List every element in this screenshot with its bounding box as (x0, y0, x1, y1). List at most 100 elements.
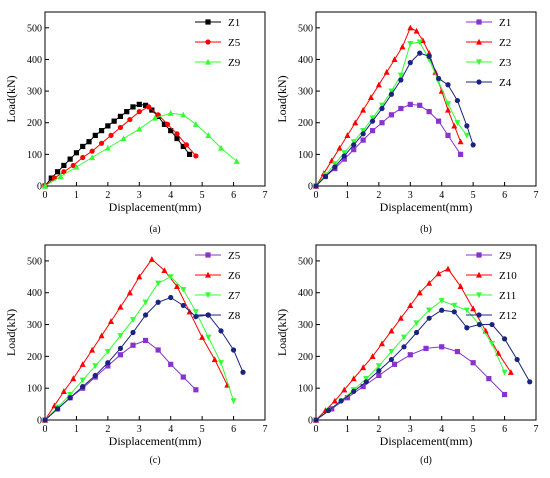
data-point (360, 383, 366, 390)
data-point (401, 334, 407, 341)
data-point (180, 143, 186, 150)
data-point (211, 356, 218, 363)
series-Z8 (42, 294, 246, 423)
x-tick-label: 7 (263, 190, 268, 201)
data-point (451, 122, 458, 129)
x-tick-label: 6 (502, 424, 507, 435)
data-point (435, 118, 442, 124)
series-line (44, 276, 235, 421)
data-point (218, 328, 224, 334)
legend-label: Z11 (499, 290, 516, 302)
x-tick-label: 2 (105, 190, 110, 201)
y-tick-label: 200 (27, 352, 42, 363)
data-point (391, 56, 398, 63)
legend-label: Z1 (499, 17, 511, 29)
data-point (164, 121, 171, 127)
data-point (423, 345, 429, 352)
series-line (315, 346, 505, 421)
data-point (117, 352, 124, 358)
x-tick-label: 6 (231, 424, 236, 435)
x-tick-label: 7 (263, 424, 268, 435)
data-point (79, 377, 86, 384)
data-point (398, 105, 404, 112)
y-tick-label: 300 (27, 320, 42, 331)
data-point (426, 279, 433, 286)
data-point (388, 348, 395, 355)
data-point (445, 265, 451, 272)
data-point (344, 395, 351, 401)
data-point (73, 150, 80, 156)
data-point (388, 112, 395, 118)
data-point (240, 369, 246, 375)
data-point (104, 144, 111, 151)
data-point (426, 315, 432, 321)
data-point (117, 345, 124, 352)
data-point (130, 342, 136, 348)
legend-marker (205, 19, 211, 25)
data-point (454, 348, 461, 355)
legend-marker (476, 292, 482, 299)
data-point (136, 125, 143, 132)
series-Z6 (42, 256, 231, 423)
data-point (325, 407, 332, 414)
data-point (376, 368, 382, 374)
x-tick-label: 5 (200, 190, 205, 201)
y-tick-label: 100 (27, 384, 42, 395)
legend-marker (205, 271, 211, 278)
data-point (136, 109, 142, 115)
series-line (44, 103, 190, 187)
chart-panel-2: 0 1 2 3 4 5 6 7 0 100 200 300 400 500 Displacement(mm)… (4, 244, 268, 466)
data-point (363, 376, 370, 382)
data-point (322, 173, 329, 180)
legend-marker (476, 19, 482, 25)
data-point (89, 148, 95, 154)
x-tick-label: 5 (200, 424, 205, 435)
plot-frame (315, 244, 537, 421)
data-point (48, 175, 54, 181)
series-Z1 (313, 101, 464, 189)
x-tick-label: 7 (534, 424, 539, 435)
legend: Z5 Z6 Z7 Z8 (195, 250, 241, 322)
legend-label: Z10 (499, 270, 517, 282)
data-point (168, 128, 174, 134)
legend-label: Z7 (228, 290, 241, 302)
plot-frame (315, 11, 537, 187)
x-axis-label: Displacement(mm) (380, 200, 473, 214)
series-line (315, 103, 462, 187)
legend: Z1 Z2 Z3 Z4 (466, 17, 512, 89)
data-point (351, 142, 357, 148)
data-point (331, 397, 338, 404)
y-tick-label: 0 (308, 182, 313, 193)
data-point (379, 340, 385, 347)
x-tick-label: 3 (137, 424, 142, 435)
plot-frame (44, 11, 266, 187)
data-point (174, 135, 180, 142)
y-tick-label: 300 (27, 87, 42, 98)
data-point (360, 364, 367, 371)
x-tick-label: 6 (231, 190, 236, 201)
data-point (375, 81, 382, 88)
data-point (67, 391, 74, 398)
data-point (454, 97, 461, 104)
plot-frame (44, 244, 266, 421)
legend-marker (476, 79, 482, 85)
data-point (351, 147, 357, 153)
data-point (329, 406, 335, 412)
data-point (117, 124, 124, 131)
y-axis-label: Load(kN) (275, 75, 289, 122)
data-point (445, 82, 451, 88)
y-tick-label: 400 (298, 288, 313, 299)
series-Z10 (313, 265, 514, 423)
data-point (451, 302, 458, 309)
data-point (61, 162, 67, 169)
data-point (142, 312, 149, 318)
chart-panel-0: 0 1 2 3 4 5 6 7 0 100 200 300 400 500 Displacement(mm)… (4, 11, 268, 235)
data-point (230, 398, 237, 405)
data-point (86, 139, 92, 145)
data-point (130, 104, 136, 110)
data-point (401, 344, 407, 350)
data-point (92, 363, 99, 370)
data-point (501, 336, 508, 342)
x-tick-label: 2 (376, 190, 381, 201)
